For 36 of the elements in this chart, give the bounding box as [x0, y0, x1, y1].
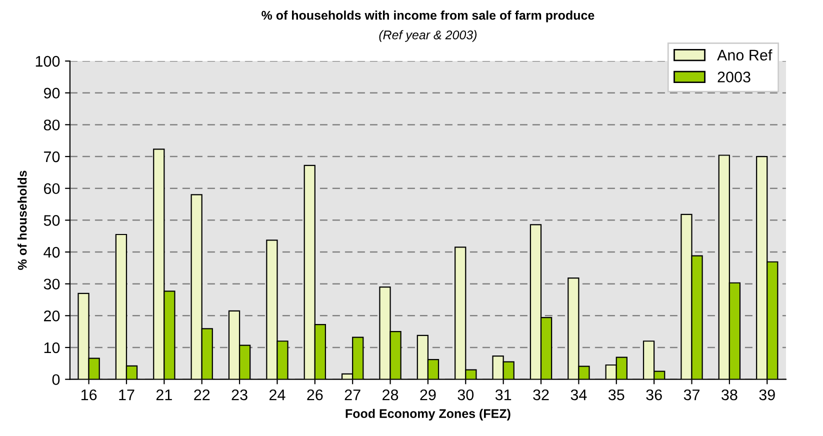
- y-tick-label: 100: [36, 56, 60, 67]
- y-tick-label: 80: [44, 120, 60, 130]
- chart-title: % of households with income from sale of farm produce: [262, 10, 594, 22]
- x-tick-label: 39: [759, 389, 775, 400]
- x-tick-label: 37: [684, 389, 700, 400]
- x-tick-label: 21: [156, 389, 172, 400]
- y-axis-title: % of households: [18, 170, 27, 270]
- x-tick-label: 17: [119, 390, 134, 400]
- x-tick-label: 27: [344, 389, 360, 400]
- y-tick-label: 90: [44, 88, 60, 99]
- y-tick-label: 50: [44, 215, 60, 226]
- y-tick-label: 20: [44, 310, 60, 322]
- legend-label: 2003: [718, 72, 750, 82]
- x-tick-label: 28: [382, 389, 398, 400]
- x-tick-label: 32: [533, 389, 549, 400]
- x-tick-label: 23: [232, 389, 248, 400]
- x-tick-label: 30: [458, 389, 474, 400]
- y-tick-label: 40: [44, 246, 60, 258]
- x-tick-label: 24: [269, 389, 286, 400]
- legend-label: Ano Ref: [717, 49, 772, 61]
- x-tick-label: 31: [495, 389, 512, 400]
- x-tick-label: 36: [646, 389, 662, 400]
- y-tick-label: 0: [52, 374, 60, 386]
- y-tick-label: 60: [44, 183, 60, 194]
- x-tick-label: 34: [570, 389, 587, 400]
- x-tick-label: 26: [307, 389, 323, 400]
- x-tick-label: 38: [722, 389, 738, 400]
- chart-subtitle: (Ref year & 2003): [379, 30, 477, 42]
- y-tick-label: 70: [44, 151, 60, 162]
- x-tick-label: 29: [420, 389, 436, 400]
- y-tick-label: 30: [44, 278, 60, 290]
- x-tick-label: 35: [608, 389, 624, 400]
- x-tick-label: 22: [194, 389, 210, 400]
- x-tick-label: 16: [81, 389, 97, 400]
- y-tick-label: 10: [44, 342, 60, 354]
- x-axis-title: Food Economy Zones (FEZ): [346, 408, 510, 420]
